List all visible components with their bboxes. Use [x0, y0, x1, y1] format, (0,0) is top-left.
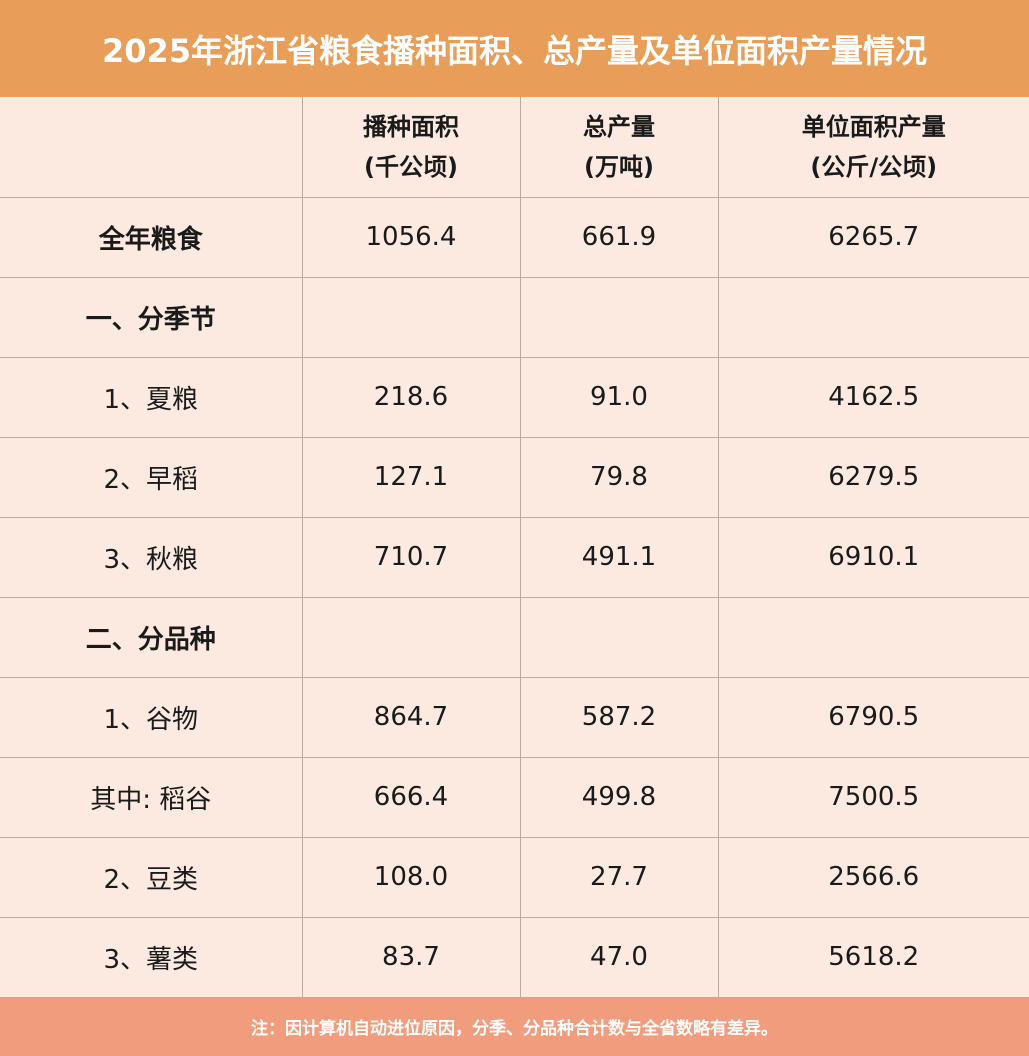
total-output-value: 587.2 — [519, 676, 719, 758]
total-output-value: 491.1 — [519, 516, 719, 598]
table-row: 一、分季节 — [0, 276, 1029, 358]
header-empty-cell — [0, 97, 303, 198]
row-label: 其中: 稻谷 — [0, 756, 303, 838]
table-row: 全年粮食 1056.4 661.9 6265.7 — [0, 196, 1029, 278]
header-total-output: 总产量 (万吨) — [519, 97, 719, 198]
unit-yield-value: 6790.5 — [717, 676, 1029, 758]
header-unit-yield-label: 单位面积产量 — [801, 112, 946, 141]
sown-area-value: 666.4 — [301, 756, 521, 838]
sown-area-value: 864.7 — [301, 676, 521, 758]
unit-yield-value: 2566.6 — [717, 836, 1029, 918]
header-sown-area-unit: (千公顷) — [364, 152, 458, 181]
header-sown-area-label: 播种面积 — [363, 112, 459, 141]
section-label: 一、分季节 — [0, 276, 303, 358]
row-label: 3、薯类 — [0, 916, 303, 998]
table-row: 其中: 稻谷 666.4 499.8 7500.5 — [0, 756, 1029, 838]
row-label: 3、秋粮 — [0, 516, 303, 598]
sown-area-value: 218.6 — [301, 356, 521, 438]
header-unit-yield: 单位面积产量 (公斤/公顷) — [717, 97, 1029, 198]
grain-statistics-table: 播种面积 (千公顷) 总产量 (万吨) 单位面积产量 (公斤/公顷) 全年粮食 … — [0, 97, 1029, 998]
row-label: 全年粮食 — [0, 196, 303, 278]
table-row: 3、秋粮 710.7 491.1 6910.1 — [0, 516, 1029, 598]
table-row: 3、薯类 83.7 47.0 5618.2 — [0, 916, 1029, 998]
table-header-row: 播种面积 (千公顷) 总产量 (万吨) 单位面积产量 (公斤/公顷) — [0, 97, 1029, 198]
unit-yield-value — [717, 596, 1029, 678]
footer-note: 注：因计算机自动进位原因，分季、分品种合计数与全省数略有差异。 — [0, 997, 1029, 1056]
unit-yield-value: 7500.5 — [717, 756, 1029, 838]
total-output-value: 661.9 — [519, 196, 719, 278]
total-output-value: 79.8 — [519, 436, 719, 518]
header-sown-area: 播种面积 (千公顷) — [301, 97, 521, 198]
total-output-value: 499.8 — [519, 756, 719, 838]
header-total-output-label: 总产量 — [583, 112, 655, 141]
sown-area-value: 83.7 — [301, 916, 521, 998]
row-label: 2、早稻 — [0, 436, 303, 518]
sown-area-value — [301, 596, 521, 678]
total-output-value: 91.0 — [519, 356, 719, 438]
unit-yield-value: 6910.1 — [717, 516, 1029, 598]
header-unit-yield-unit: (公斤/公顷) — [810, 152, 938, 181]
row-label: 2、豆类 — [0, 836, 303, 918]
table-row: 2、早稻 127.1 79.8 6279.5 — [0, 436, 1029, 518]
sown-area-value: 1056.4 — [301, 196, 521, 278]
table-row: 1、夏粮 218.6 91.0 4162.5 — [0, 356, 1029, 438]
sown-area-value: 710.7 — [301, 516, 521, 598]
section-label: 二、分品种 — [0, 596, 303, 678]
total-output-value — [519, 596, 719, 678]
sown-area-value: 108.0 — [301, 836, 521, 918]
table-row: 2、豆类 108.0 27.7 2566.6 — [0, 836, 1029, 918]
unit-yield-value: 6279.5 — [717, 436, 1029, 518]
unit-yield-value: 6265.7 — [717, 196, 1029, 278]
row-label: 1、夏粮 — [0, 356, 303, 438]
total-output-value — [519, 276, 719, 358]
table-row: 1、谷物 864.7 587.2 6790.5 — [0, 676, 1029, 758]
row-label: 1、谷物 — [0, 676, 303, 758]
unit-yield-value — [717, 276, 1029, 358]
table-row: 二、分品种 — [0, 596, 1029, 678]
unit-yield-value: 5618.2 — [717, 916, 1029, 998]
header-total-output-unit: (万吨) — [584, 152, 654, 181]
sown-area-value: 127.1 — [301, 436, 521, 518]
data-table-container: 播种面积 (千公顷) 总产量 (万吨) 单位面积产量 (公斤/公顷) 全年粮食 … — [0, 97, 1029, 998]
total-output-value: 27.7 — [519, 836, 719, 918]
sown-area-value — [301, 276, 521, 358]
unit-yield-value: 4162.5 — [717, 356, 1029, 438]
total-output-value: 47.0 — [519, 916, 719, 998]
page-title: 2025年浙江省粮食播种面积、总产量及单位面积产量情况 — [0, 0, 1029, 97]
